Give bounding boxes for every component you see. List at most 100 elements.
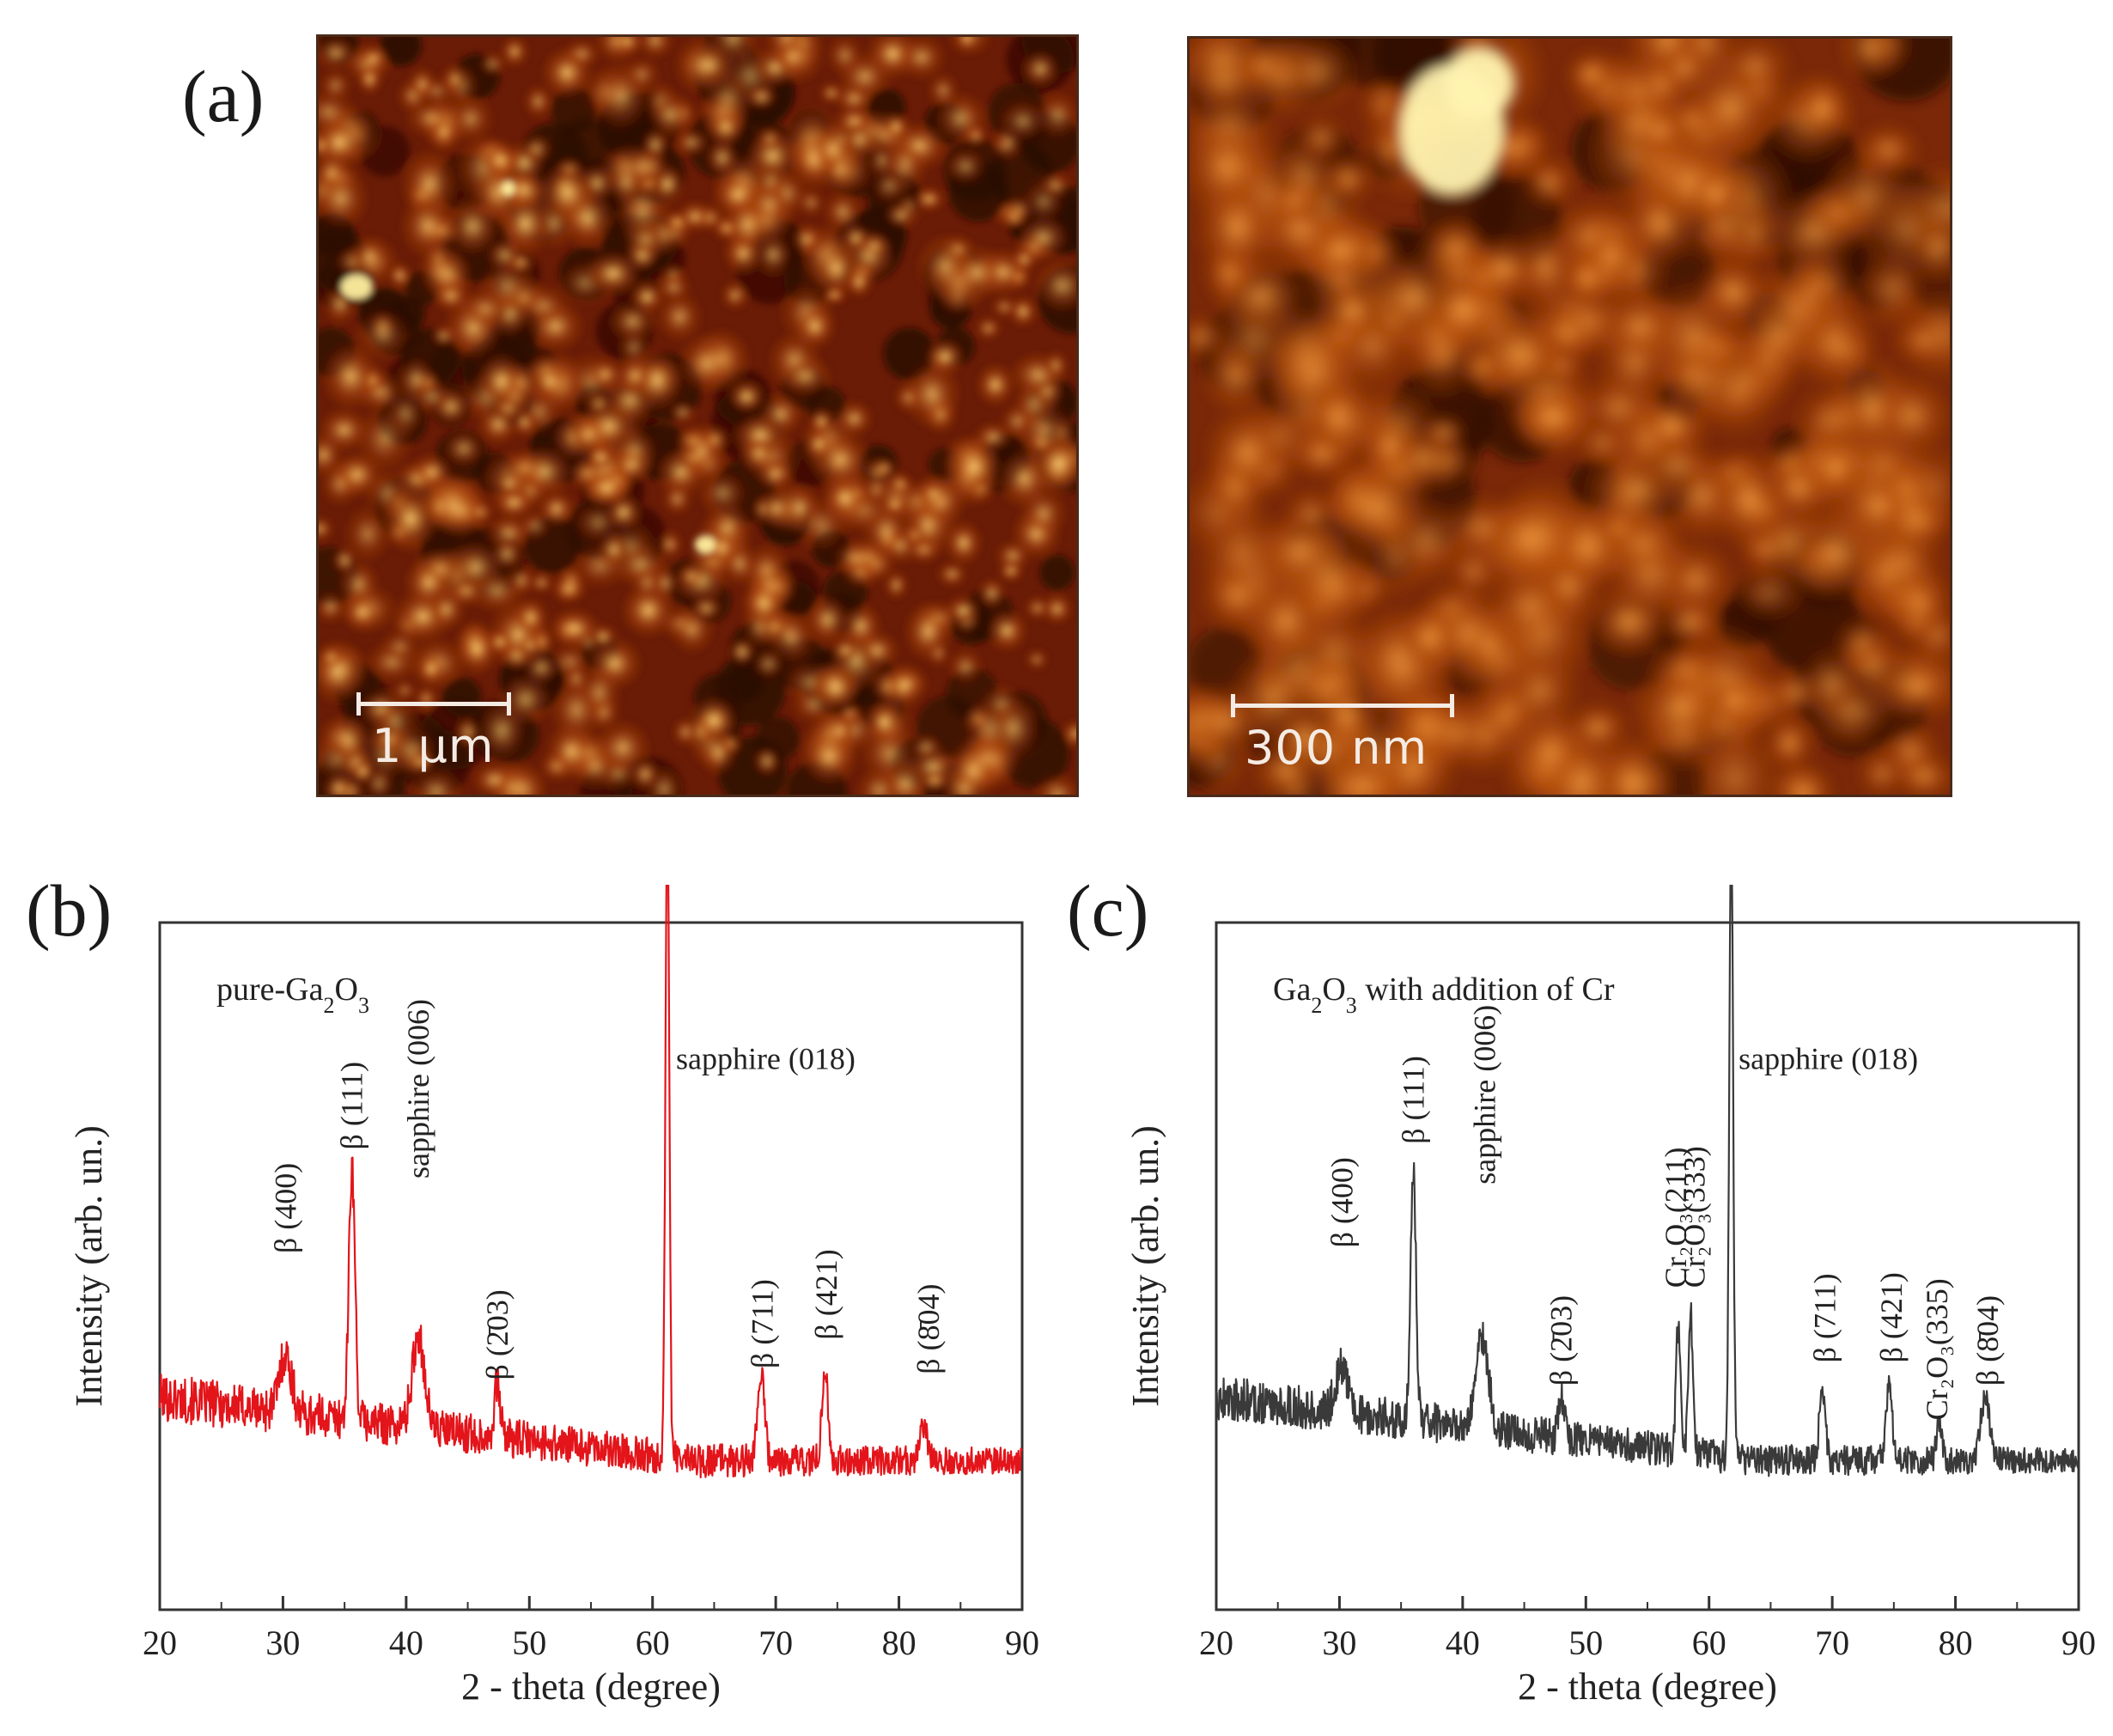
afm-grain: [1044, 350, 1069, 381]
afm-grain: [1000, 403, 1034, 440]
series-line: [1215, 885, 2080, 1477]
x-tick-label: 20: [1199, 1623, 1233, 1662]
afm-grain: [478, 258, 536, 315]
afm-grain: [496, 472, 523, 496]
afm-grain: [408, 66, 437, 102]
afm-grain: [649, 163, 685, 205]
afm-grain: [676, 332, 736, 395]
afm-grain: [1193, 174, 1281, 280]
afm-grain: [772, 37, 813, 78]
x-tick-label: 90: [1005, 1623, 1039, 1662]
afm-grain: [812, 239, 861, 298]
afm-grain: [661, 482, 693, 516]
series-line: [158, 885, 1024, 1479]
afm-grain: [326, 713, 372, 769]
afm-grain: [997, 559, 1025, 582]
afm-hotspot: [341, 275, 373, 300]
afm-grain: [1032, 773, 1076, 795]
afm-grain: [319, 643, 344, 671]
afm-grain: [1628, 661, 1732, 756]
afm-valley: [1039, 554, 1075, 591]
afm-grain: [548, 607, 601, 649]
afm-grain: [511, 407, 538, 438]
afm-grain: [832, 538, 879, 578]
afm-grain: [658, 529, 683, 559]
afm-grain: [1016, 214, 1071, 261]
afm-grain: [537, 490, 576, 527]
afm-grain: [629, 350, 685, 413]
afm-grain: [808, 407, 834, 436]
afm-grain: [427, 588, 466, 631]
afm-grain: [953, 37, 980, 52]
afm-grain: [1875, 471, 1950, 564]
afm-grain: [342, 594, 382, 631]
afm-grain: [1537, 733, 1628, 795]
afm-grain: [753, 746, 781, 777]
afm-grain: [897, 37, 947, 81]
afm-grain: [935, 561, 968, 588]
afm-grain: [584, 251, 642, 296]
afm-grain: [728, 380, 766, 414]
afm-grain: [1483, 560, 1576, 652]
afm-grain: [1763, 714, 1816, 773]
afm-grain: [549, 643, 591, 680]
afm-grain: [513, 597, 549, 638]
afm-grain: [1267, 130, 1342, 222]
afm-grain: [441, 63, 469, 96]
afm-grain: [1562, 252, 1611, 305]
afm-grain: [962, 697, 1017, 761]
afm-grain: [1478, 311, 1569, 399]
afm-grain: [1891, 751, 1950, 795]
afm-grain: [585, 391, 612, 417]
afm-grain: [409, 769, 464, 795]
peak-annotation: β (2̄03): [1544, 1295, 1579, 1386]
afm-grain: [645, 766, 683, 795]
afm-grain: [585, 443, 617, 471]
afm-grain: [882, 112, 910, 143]
afm-grain: [808, 122, 857, 177]
afm-grain: [740, 436, 778, 472]
afm-grain: [757, 125, 783, 153]
peak-annotation: β (111): [335, 1062, 369, 1150]
afm-grain: [352, 236, 387, 275]
afm-grain: [746, 83, 777, 110]
afm-grain: [636, 37, 675, 59]
afm-grain: [1420, 263, 1503, 356]
afm-grain: [825, 712, 856, 749]
afm-grain: [320, 342, 381, 411]
afm-grain: [720, 280, 750, 310]
afm-grain: [490, 537, 524, 571]
afm-grain: [528, 361, 571, 402]
afm-grain: [796, 187, 826, 218]
afm-grain: [1891, 315, 1950, 365]
afm-grain: [1412, 696, 1501, 771]
afm-grain: [663, 209, 689, 235]
scale-label-left: 1 µm: [372, 719, 495, 773]
afm-grain: [583, 469, 630, 508]
afm-grain: [379, 629, 421, 664]
afm-grain: [670, 605, 715, 655]
afm-grain: [319, 591, 347, 624]
afm-grain: [319, 516, 335, 542]
afm-grain: [1839, 632, 1908, 700]
afm-grain: [977, 577, 1007, 609]
chart-title: Ga2O3 with addition of Cr: [1273, 972, 1615, 1018]
plot-frame: [158, 921, 1024, 1611]
x-tick-label: 60: [636, 1623, 670, 1662]
afm-grain: [343, 504, 393, 563]
peak-annotation: sapphire (006): [401, 999, 435, 1179]
afm-grain: [679, 423, 725, 479]
afm-grain: [1380, 496, 1475, 587]
afm-grain: [1856, 247, 1928, 331]
afm-grain: [803, 429, 835, 460]
afm-grain: [862, 474, 891, 505]
afm-texture: [319, 37, 1076, 795]
afm-grain: [751, 648, 786, 680]
afm-grain: [792, 496, 850, 554]
afm-grain: [371, 697, 419, 746]
afm-grain: [319, 167, 370, 230]
afm-grain: [1477, 490, 1582, 586]
afm-image-left: 1 µm: [316, 34, 1079, 797]
afm-grain: [630, 280, 665, 314]
afm-grain: [837, 52, 893, 101]
